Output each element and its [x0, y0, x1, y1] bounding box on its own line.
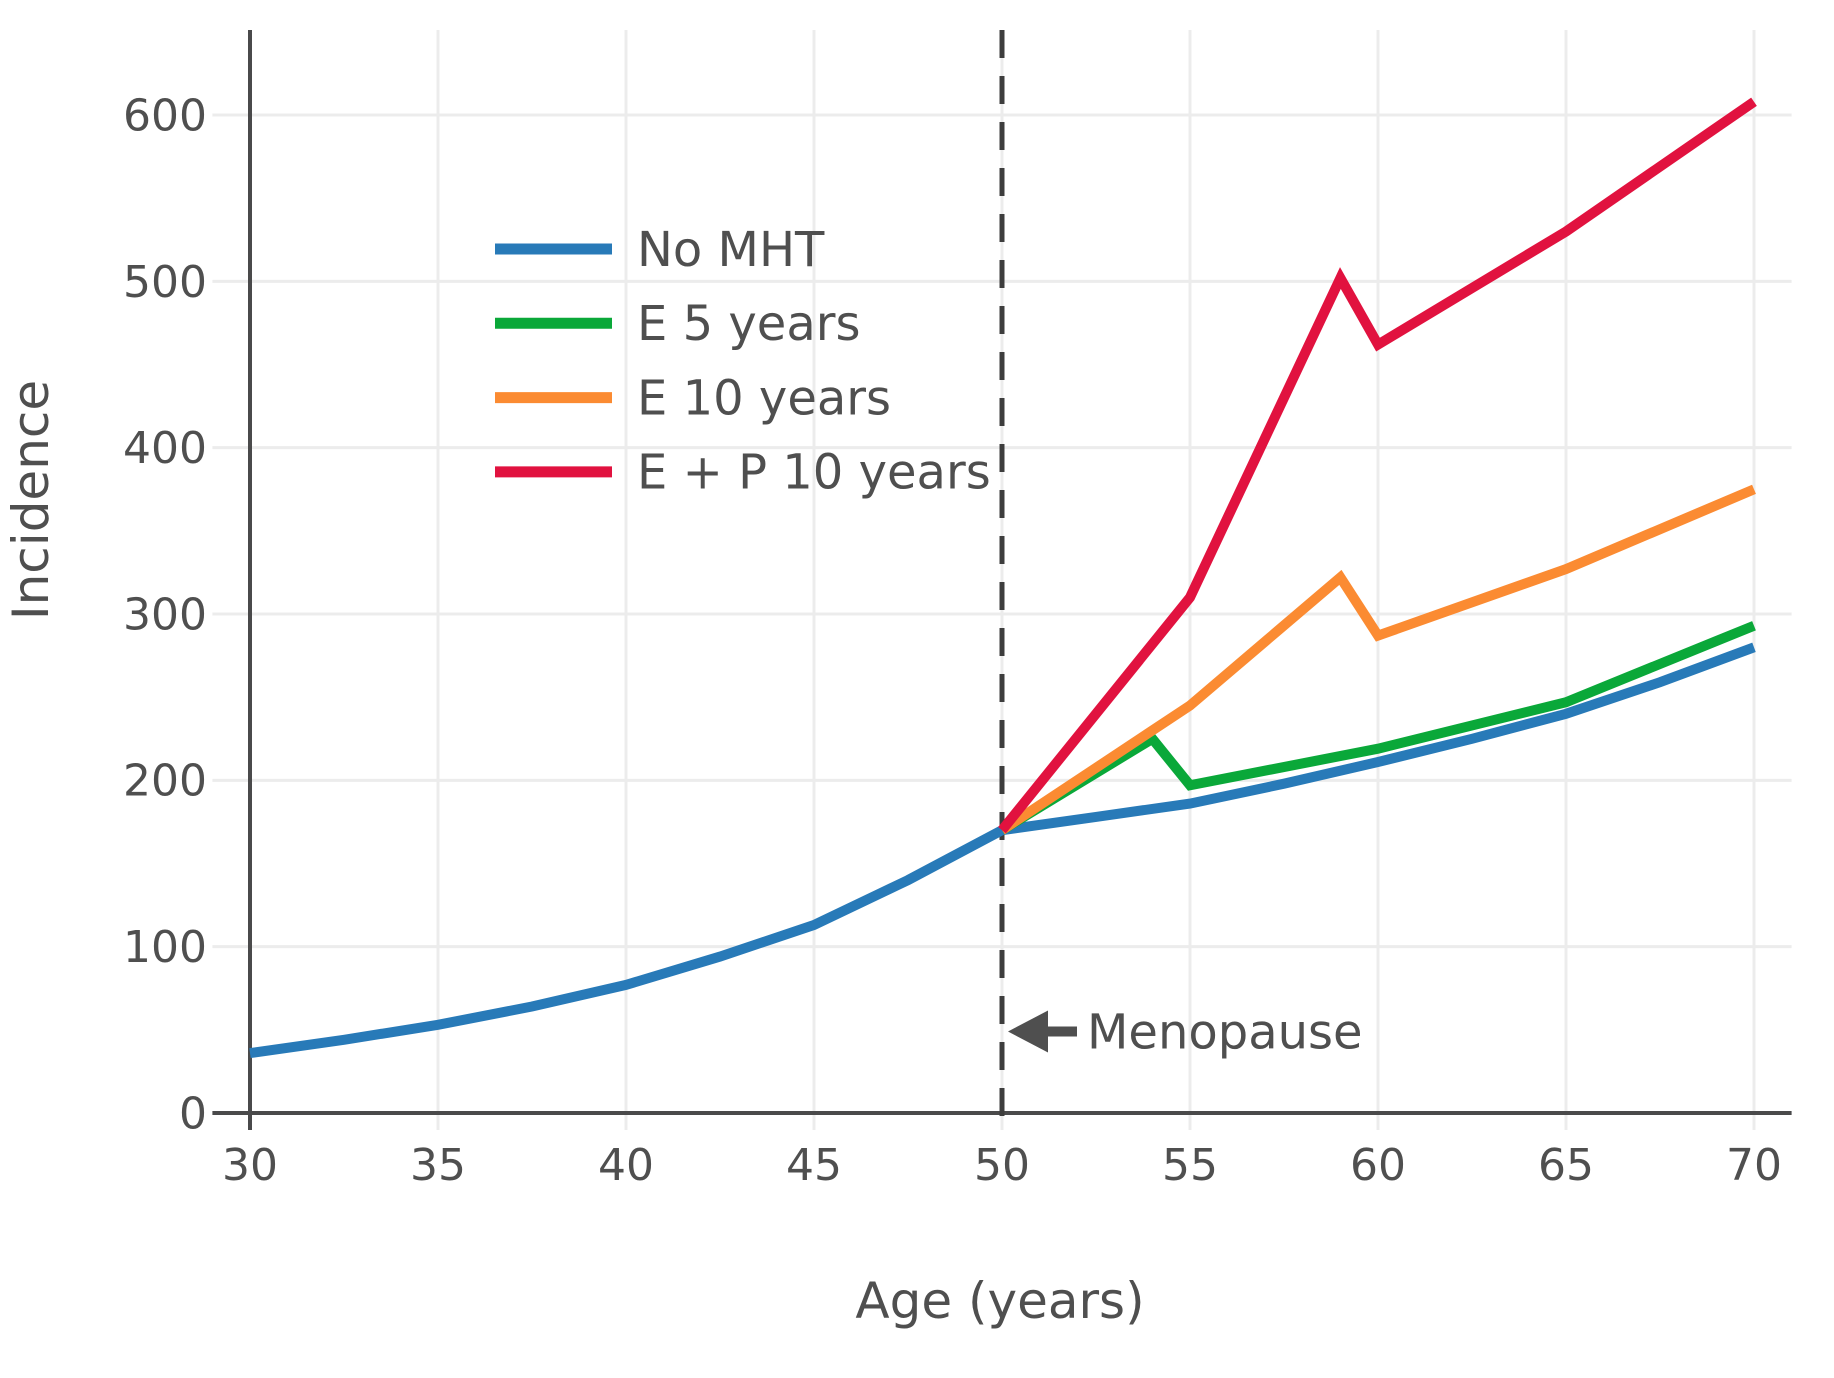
- legend-label-e-10-years: E 10 years: [637, 370, 891, 426]
- legend-label-e-5-years: E 5 years: [637, 296, 860, 352]
- annotations: Menopause: [1008, 1004, 1363, 1060]
- x-tick-label-65: 65: [1538, 1140, 1594, 1191]
- legend: No MHT E 5 years E 10 years E + P 10 years: [495, 222, 991, 501]
- x-tick-label-30: 30: [222, 1140, 278, 1191]
- x-tick-label-70: 70: [1726, 1140, 1782, 1191]
- y-tick-label-600: 600: [123, 90, 207, 141]
- menopause-arrow-head: [1008, 1010, 1048, 1053]
- series-line-e-p-10-years: [998, 97, 1757, 834]
- x-tick-label-45: 45: [786, 1140, 842, 1191]
- x-tick-label-35: 35: [410, 1140, 466, 1191]
- y-tick-label-400: 400: [123, 423, 207, 474]
- y-tick-label-100: 100: [123, 922, 207, 973]
- x-axis-title: Age (years): [855, 1272, 1144, 1330]
- y-tick-label-0: 0: [179, 1088, 207, 1139]
- y-axis-title: Incidence: [2, 380, 60, 620]
- legend-label-no-mht: No MHT: [637, 222, 825, 278]
- y-tick-label-500: 500: [123, 257, 207, 308]
- series-line-e-10-years: [999, 484, 1756, 835]
- x-tick-label-40: 40: [598, 1140, 654, 1191]
- x-tick-label-55: 55: [1162, 1140, 1218, 1191]
- menopause-label: Menopause: [1087, 1004, 1363, 1060]
- legend-label-e-p-10-years: E + P 10 years: [637, 445, 991, 501]
- x-tick-label-50: 50: [974, 1140, 1030, 1191]
- y-tick-label-300: 300: [123, 589, 207, 640]
- x-tick-label-60: 60: [1350, 1140, 1406, 1191]
- tick-labels: 30 35 40 45 50 55 60 65 70 0 100 200 300 400 500 600: [123, 90, 1782, 1191]
- y-tick-label-200: 200: [123, 756, 207, 807]
- series-line-e-5-years: [999, 621, 1756, 835]
- series-lines: [249, 97, 1757, 1059]
